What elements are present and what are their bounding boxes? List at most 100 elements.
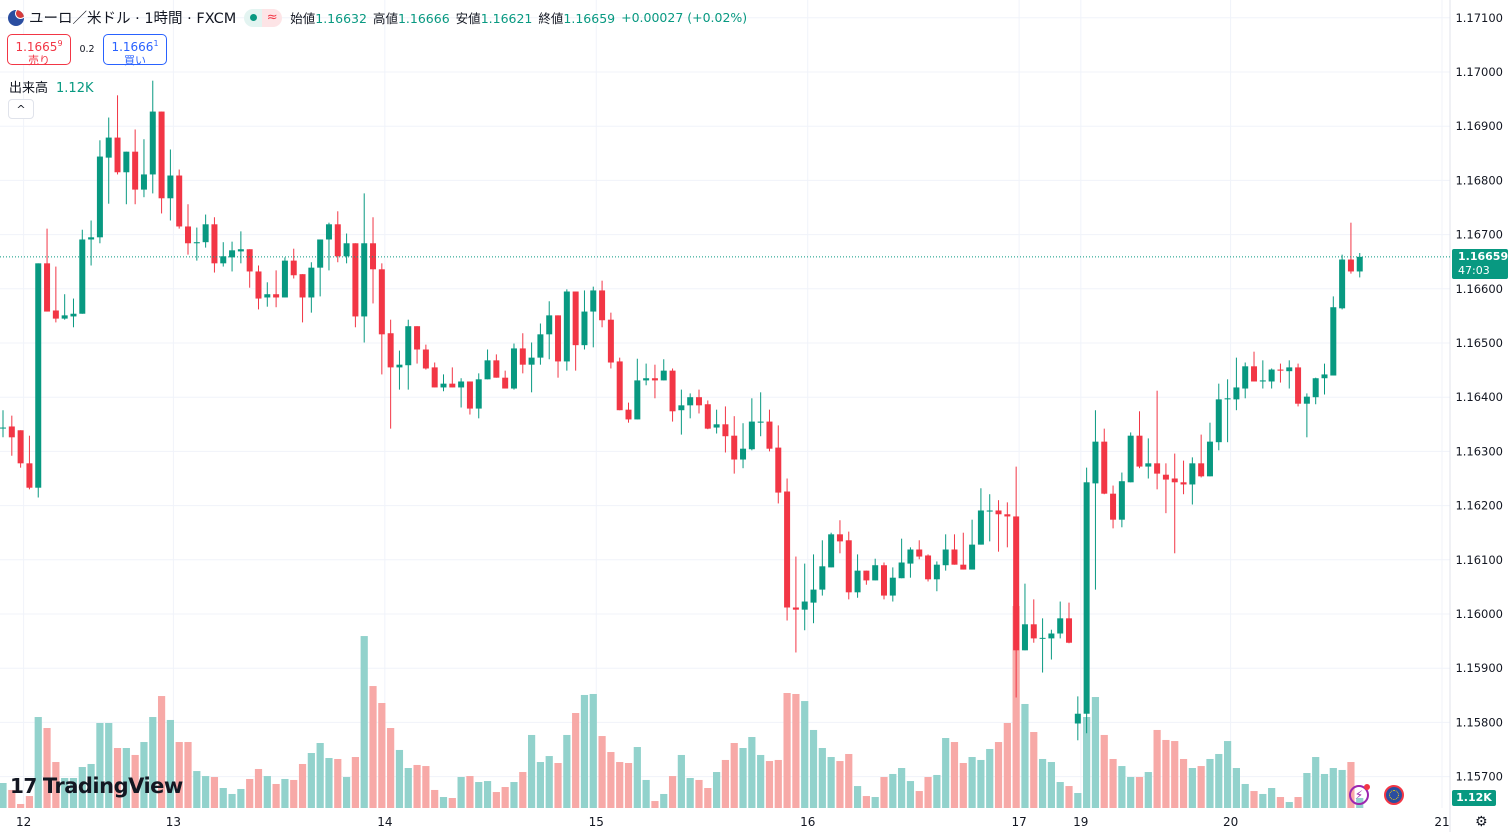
- candle[interactable]: [563, 289, 570, 371]
- collapse-legend-button[interactable]: ^: [8, 99, 34, 119]
- candle[interactable]: [836, 520, 843, 554]
- candle[interactable]: [370, 217, 377, 304]
- candle[interactable]: [458, 378, 465, 408]
- candle[interactable]: [8, 415, 15, 456]
- candle[interactable]: [281, 257, 288, 298]
- candle[interactable]: [660, 359, 667, 381]
- lightning-icon[interactable]: ⚡: [1349, 784, 1370, 805]
- candle[interactable]: [1286, 360, 1293, 389]
- candle[interactable]: [643, 363, 650, 386]
- candle[interactable]: [687, 393, 694, 419]
- candle[interactable]: [555, 315, 562, 378]
- candle[interactable]: [290, 248, 297, 279]
- candle[interactable]: [449, 367, 456, 388]
- candle[interactable]: [740, 423, 747, 469]
- candle[interactable]: [1303, 393, 1310, 438]
- candle[interactable]: [237, 231, 244, 264]
- candle[interactable]: [422, 344, 429, 370]
- tradingview-logo[interactable]: 17 TradingView: [10, 774, 183, 798]
- candle[interactable]: [590, 286, 597, 348]
- candle[interactable]: [1268, 368, 1275, 389]
- candle[interactable]: [995, 500, 1002, 552]
- candle[interactable]: [440, 374, 447, 392]
- candle[interactable]: [889, 567, 896, 602]
- candle[interactable]: [1083, 467, 1090, 734]
- candle[interactable]: [475, 373, 482, 419]
- candle[interactable]: [343, 233, 350, 264]
- candle[interactable]: [334, 211, 341, 263]
- candle[interactable]: [70, 298, 77, 328]
- candle[interactable]: [819, 540, 826, 596]
- candle[interactable]: [581, 290, 588, 350]
- candle[interactable]: [176, 169, 183, 229]
- candle[interactable]: [246, 249, 253, 288]
- candle[interactable]: [986, 494, 993, 542]
- candle[interactable]: [854, 554, 861, 598]
- candle[interactable]: [317, 239, 324, 297]
- candle[interactable]: [220, 242, 227, 267]
- candle[interactable]: [273, 270, 280, 308]
- candle[interactable]: [828, 532, 835, 568]
- candle[interactable]: [255, 265, 262, 310]
- symbol-title[interactable]: ユーロ／米ドル · 1時間 · FXCM: [29, 11, 237, 27]
- candle[interactable]: [105, 117, 112, 204]
- candle[interactable]: [1030, 599, 1037, 643]
- candle[interactable]: [123, 151, 130, 205]
- candle[interactable]: [695, 389, 702, 414]
- buy-button[interactable]: 1.16661 買い: [103, 34, 167, 67]
- candle[interactable]: [414, 326, 421, 364]
- candle[interactable]: [942, 534, 949, 571]
- candle[interactable]: [651, 364, 658, 399]
- candle[interactable]: [792, 556, 799, 653]
- candle[interactable]: [607, 312, 614, 369]
- candle[interactable]: [325, 222, 332, 271]
- candle[interactable]: [872, 558, 879, 581]
- candle[interactable]: [185, 204, 192, 255]
- candle[interactable]: [510, 343, 517, 390]
- candle[interactable]: [299, 274, 306, 323]
- candle[interactable]: [1242, 362, 1249, 399]
- candle[interactable]: [960, 532, 967, 570]
- candle[interactable]: [881, 562, 887, 600]
- candle[interactable]: [211, 217, 218, 273]
- candle[interactable]: [1039, 618, 1046, 673]
- candle[interactable]: [96, 140, 103, 244]
- candle[interactable]: [1057, 601, 1064, 639]
- candle[interactable]: [801, 563, 808, 631]
- candle[interactable]: [1215, 383, 1222, 451]
- candle[interactable]: [969, 519, 976, 570]
- candle[interactable]: [898, 538, 905, 579]
- candle[interactable]: [1066, 602, 1073, 644]
- candle[interactable]: [678, 389, 685, 435]
- candle[interactable]: [308, 262, 315, 313]
- candle[interactable]: [916, 540, 923, 560]
- sell-button[interactable]: 1.16659 売り: [7, 34, 71, 67]
- candle[interactable]: [44, 228, 51, 312]
- candle[interactable]: [766, 409, 773, 452]
- candle[interactable]: [396, 350, 403, 390]
- candle[interactable]: [925, 554, 932, 582]
- candle[interactable]: [61, 294, 68, 320]
- candle[interactable]: [1118, 472, 1125, 528]
- candle[interactable]: [1347, 222, 1354, 274]
- candle[interactable]: [193, 227, 200, 261]
- candle[interactable]: [264, 282, 271, 307]
- candle[interactable]: [1339, 254, 1346, 310]
- settings-gear-icon[interactable]: ⚙: [1475, 814, 1488, 830]
- candle[interactable]: [546, 301, 553, 360]
- candle[interactable]: [1154, 390, 1161, 490]
- candle[interactable]: [1189, 457, 1196, 505]
- candle[interactable]: [1162, 463, 1169, 514]
- candle[interactable]: [1259, 360, 1266, 389]
- candle[interactable]: [1224, 379, 1231, 443]
- candle[interactable]: [775, 425, 782, 504]
- candle[interactable]: [35, 263, 42, 498]
- candle[interactable]: [669, 368, 676, 422]
- candle[interactable]: [1180, 460, 1187, 495]
- candle[interactable]: [599, 280, 606, 328]
- candle[interactable]: [52, 266, 59, 323]
- candle[interactable]: [431, 362, 438, 388]
- candle[interactable]: [1021, 583, 1028, 651]
- candle[interactable]: [722, 406, 729, 453]
- candle[interactable]: [704, 400, 711, 430]
